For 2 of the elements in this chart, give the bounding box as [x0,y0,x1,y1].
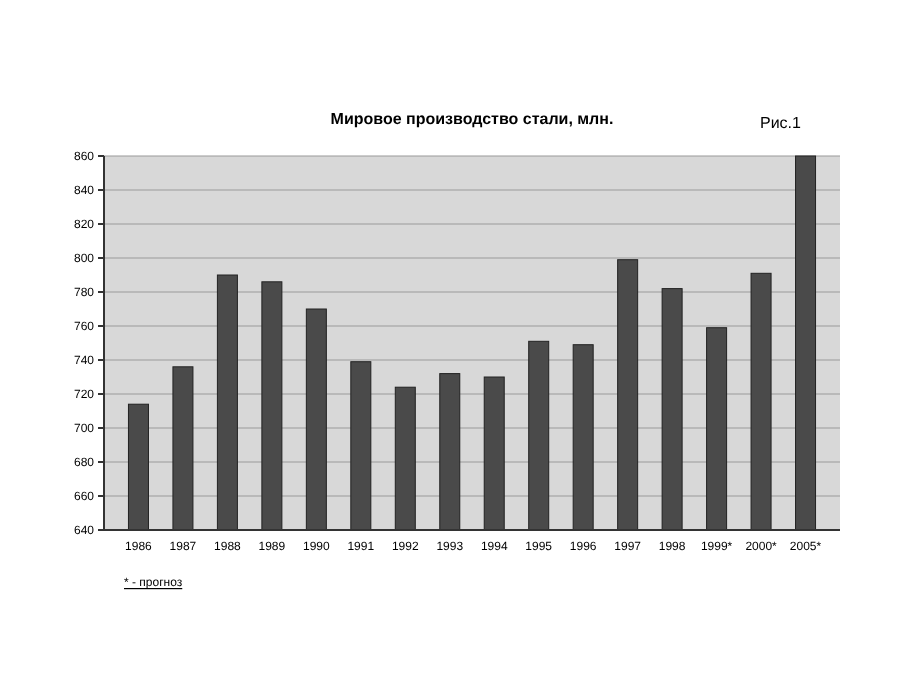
text: Рис.1 [760,114,803,132]
chart-title: Мировое производство стали, млн. [330,110,614,128]
